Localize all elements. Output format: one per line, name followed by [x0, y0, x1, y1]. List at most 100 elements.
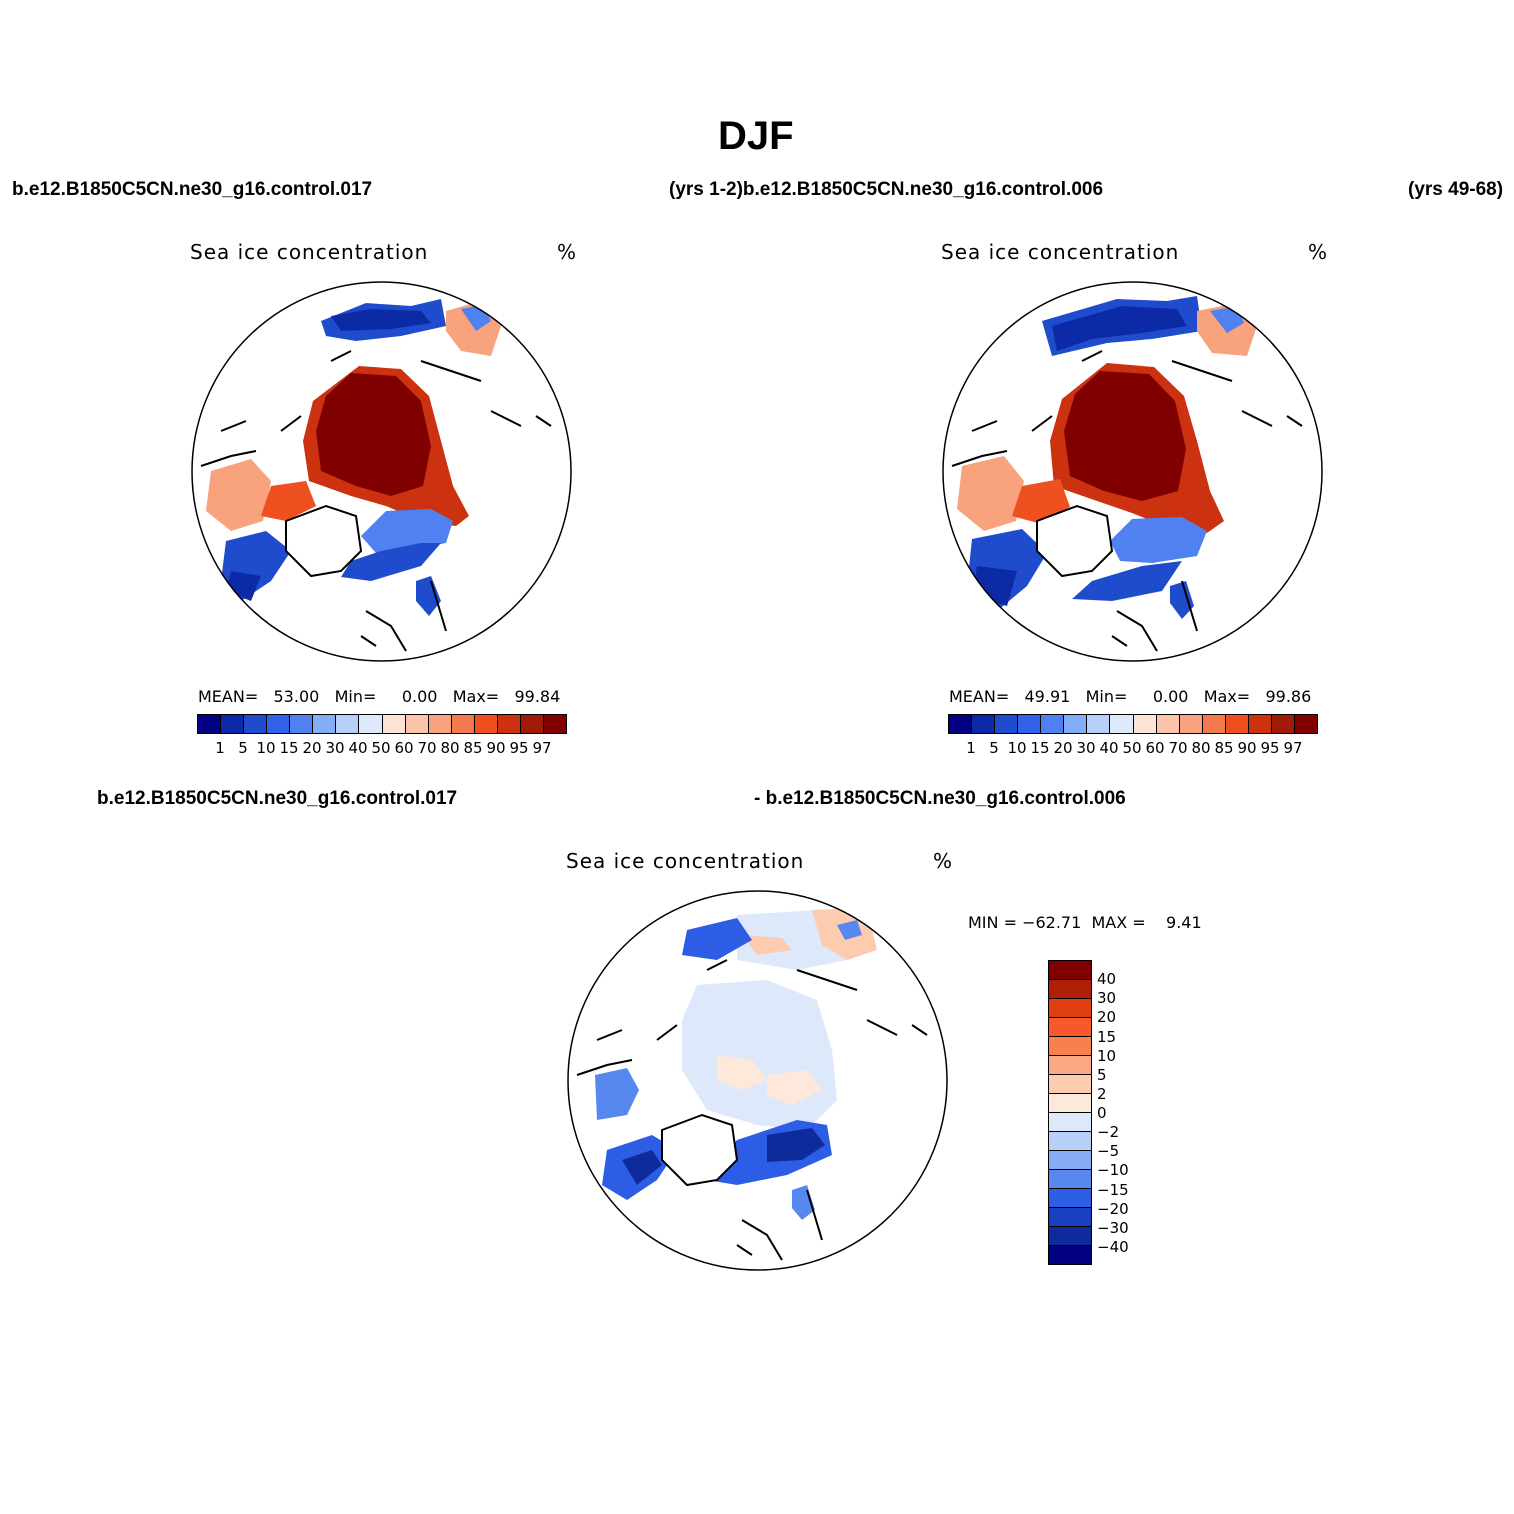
baltic-sea-ice	[416, 576, 441, 616]
top-right-case-label: (yrs 49-68)	[1408, 179, 1504, 200]
right-mean-value: 49.91	[1024, 687, 1071, 706]
colorbar-swatch	[1156, 715, 1180, 733]
colorbar-tick-label: 10	[1097, 1046, 1117, 1065]
diff-panel-title: Sea ice concentration	[566, 849, 805, 873]
left-max-value: 99.84	[514, 687, 561, 706]
colorbar-tick-label: 60	[1145, 739, 1165, 757]
diff-max-value: 9.41	[1166, 913, 1202, 932]
baffin-bay-ice	[261, 481, 316, 521]
left-mean-label: MEAN=	[198, 687, 259, 706]
colorbar-tick-label: 95	[1260, 739, 1280, 757]
colorbar-swatch	[1049, 1018, 1091, 1037]
colorbar-tick-label: 20	[1053, 739, 1073, 757]
labrador-strong-negative	[622, 1150, 662, 1185]
nordic-seas-ice-edge	[1072, 561, 1182, 601]
bering-sea-ice-core	[1052, 306, 1187, 351]
colorbar-swatch	[949, 715, 973, 733]
colorbar-swatch	[1202, 715, 1226, 733]
right-stats: MEAN= 49.91 Min= 0.00 Max= 99.86	[949, 687, 1311, 706]
bottom-left-case-label: b.e12.B1850C5CN.ne30_g16.control.017	[97, 788, 458, 809]
colorbar-swatch	[520, 715, 544, 733]
diff-max-label: MAX =	[1091, 913, 1146, 932]
diff-min-value: −62.71	[1022, 913, 1082, 932]
labrador-sea-ice	[221, 531, 291, 601]
colorbar-tick-label: 85	[463, 739, 483, 757]
left-min-value: 0.00	[401, 687, 438, 706]
colorbar-swatch	[198, 715, 222, 733]
right-max-value: 99.86	[1265, 687, 1312, 706]
colorbar-tick-label: 70	[417, 739, 437, 757]
coastlines	[200, 350, 552, 652]
colorbar-tick-label: 70	[1168, 739, 1188, 757]
colorbar-swatch	[244, 715, 268, 733]
colorbar-tick-label: 0	[1097, 1104, 1107, 1122]
arctic-pack-ice-core	[1064, 371, 1186, 501]
figure-title: DJF	[718, 114, 794, 158]
colorbar-tick-label: −2	[1097, 1123, 1120, 1142]
map-boundary-circle	[942, 281, 1323, 662]
diff-polar-map	[567, 890, 948, 1271]
right-polar-map	[942, 281, 1323, 662]
left-panel-title: Sea ice concentration	[190, 240, 429, 264]
colorbar-swatch	[474, 715, 498, 733]
colorbar-tick-label: 40	[348, 739, 368, 757]
colorbar-swatch	[1271, 715, 1295, 733]
colorbar-swatch	[1049, 1094, 1091, 1113]
colorbar-tick-label: 95	[509, 739, 529, 757]
colorbar-swatch	[221, 715, 245, 733]
central-arctic-small-change	[682, 980, 837, 1130]
left-mean-value: 53.00	[273, 687, 320, 706]
bering-negative	[682, 918, 752, 960]
greenland-landmass	[661, 1113, 739, 1187]
colorbar-swatch	[1049, 1246, 1091, 1264]
right-mean-label: MEAN=	[949, 687, 1010, 706]
colorbar-tick-label: 1	[966, 739, 976, 757]
colorbar-tick-label: −40	[1097, 1237, 1129, 1256]
hudson-bay-negative	[595, 1068, 639, 1120]
colorbar-swatch	[1248, 715, 1272, 733]
barents-ice-edge	[361, 509, 453, 553]
map-boundary-circle	[567, 890, 948, 1271]
colorbar-tick-label: 15	[1030, 739, 1050, 757]
greenland-landmass	[285, 504, 363, 578]
left-colorbar-labels: 1 5 10 15 20 30 40 50 60 70 80 85 90 95 97	[197, 739, 567, 757]
colorbar-swatch	[336, 715, 360, 733]
colorbar-tick-label: 1	[215, 739, 225, 757]
colorbar-swatch	[1049, 1170, 1091, 1189]
colorbar-tick-label: −5	[1097, 1142, 1120, 1161]
colorbar-tick-label: −15	[1097, 1180, 1129, 1199]
arctic-pack-ice-core	[316, 373, 431, 496]
colorbar-tick-label: 80	[440, 739, 460, 757]
colorbar-tick-label: 5	[238, 739, 248, 757]
map-boundary-circle	[191, 281, 572, 662]
colorbar-tick-label: 30	[1076, 739, 1096, 757]
left-stats: MEAN= 53.00 Min= 0.00 Max= 99.84	[198, 687, 560, 706]
right-min-label: Min=	[1085, 687, 1128, 706]
colorbar-tick-label: 30	[1097, 989, 1117, 1008]
diff-panel-units: %	[933, 849, 954, 873]
colorbar-tick-label: 15	[1097, 1027, 1117, 1046]
colorbar-swatch	[382, 715, 406, 733]
diff-min-label: MIN =	[968, 913, 1017, 932]
colorbar-tick-label: −20	[1097, 1199, 1129, 1218]
colorbar-swatch	[290, 715, 314, 733]
colorbar-tick-label: 10	[1007, 739, 1027, 757]
colorbar-tick-label: 90	[1237, 739, 1257, 757]
colorbar-tick-label: 97	[532, 739, 552, 757]
right-max-label: Max=	[1203, 687, 1251, 706]
colorbar-swatch	[313, 715, 337, 733]
colorbar-tick-label: 20	[1097, 1008, 1117, 1027]
colorbar-swatch	[497, 715, 521, 733]
colorbar-tick-label: 5	[989, 739, 999, 757]
bering-positive-patch	[742, 935, 792, 955]
hudson-bay-ice	[206, 459, 271, 531]
colorbar-tick-label: 10	[256, 739, 276, 757]
colorbar-swatch	[1225, 715, 1249, 733]
colorbar-swatch	[1049, 1037, 1091, 1056]
right-panel-title: Sea ice concentration	[941, 240, 1180, 264]
baffin-bay-ice	[1012, 479, 1070, 523]
colorbar-tick-label: 5	[1097, 1065, 1107, 1084]
baltic-sea-ice	[1170, 581, 1194, 619]
coastlines	[576, 959, 928, 1261]
barents-ice-edge	[1110, 517, 1207, 563]
